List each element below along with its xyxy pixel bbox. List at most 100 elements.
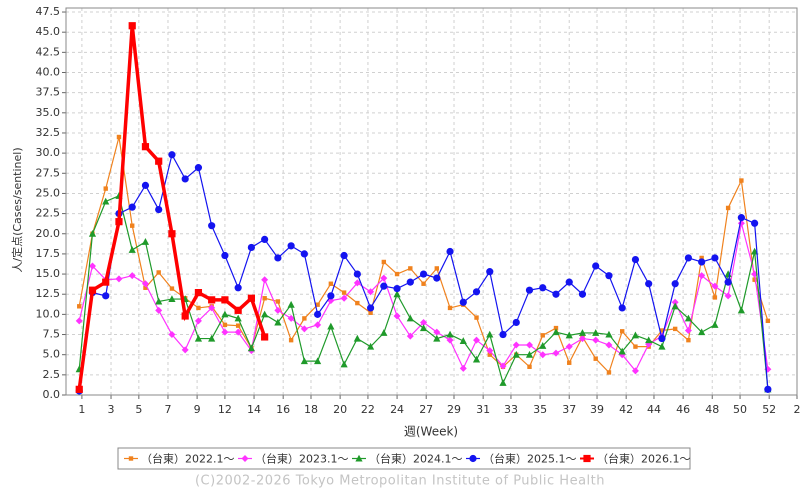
point — [314, 357, 322, 365]
point — [406, 332, 414, 340]
point — [234, 284, 242, 292]
y-tick-label: 0.0 — [43, 388, 61, 401]
point — [711, 282, 719, 290]
x-tick-label: 37 — [562, 403, 576, 416]
point — [486, 347, 494, 355]
point — [578, 335, 586, 343]
point — [645, 336, 653, 344]
point — [194, 317, 202, 325]
legend-box — [117, 447, 691, 470]
point — [353, 279, 361, 287]
point — [234, 314, 242, 322]
legend-swatch — [355, 454, 363, 462]
point — [353, 334, 361, 342]
point — [234, 328, 242, 336]
point — [592, 262, 600, 270]
legend-label: （台東）2022.1～ — [141, 452, 235, 466]
point — [221, 328, 229, 336]
point — [499, 330, 507, 339]
point — [247, 243, 255, 252]
point — [141, 143, 150, 151]
point — [102, 278, 110, 286]
point — [605, 330, 613, 338]
x-tick-label: 29 — [447, 403, 461, 416]
point — [712, 295, 718, 300]
point — [393, 290, 401, 298]
point — [88, 229, 97, 237]
legend-label: （台東）2025.1～ — [483, 452, 577, 466]
point — [578, 329, 587, 336]
point — [261, 310, 269, 318]
point — [274, 254, 282, 262]
point — [724, 292, 732, 300]
legend-label: （台東）2024.1～ — [369, 452, 463, 466]
point — [459, 337, 467, 344]
point — [168, 331, 176, 339]
x-tick-label: 3 — [108, 403, 115, 416]
y-tick-label: 2.5 — [43, 368, 61, 381]
point — [474, 315, 479, 320]
point — [698, 328, 706, 336]
point — [764, 385, 772, 393]
point — [261, 333, 269, 341]
legend-label: （台東）2023.1～ — [255, 452, 349, 466]
point — [221, 310, 229, 318]
point — [341, 290, 347, 295]
point — [353, 270, 361, 278]
point — [287, 314, 295, 322]
x-tick-label: 18 — [304, 403, 318, 416]
y-tick-label: 7.5 — [43, 328, 61, 341]
point — [222, 322, 228, 328]
point — [420, 318, 428, 326]
y-tick-label: 47.5 — [36, 5, 61, 18]
point — [77, 304, 82, 309]
legend-swatch — [583, 454, 591, 463]
point — [446, 247, 454, 256]
point — [711, 254, 719, 262]
y-tick-label: 37.5 — [36, 86, 61, 99]
y-tick-label: 45.0 — [36, 25, 61, 38]
point — [684, 254, 693, 262]
point — [155, 306, 163, 314]
point — [247, 294, 255, 302]
point — [168, 295, 176, 303]
point — [525, 286, 534, 294]
y-tick-label: 12.5 — [36, 287, 61, 300]
point — [261, 276, 269, 284]
point — [155, 157, 163, 165]
point — [618, 304, 626, 312]
point — [486, 330, 494, 338]
x-tick-label: 27 — [419, 403, 433, 416]
point — [698, 272, 706, 280]
point — [380, 282, 388, 290]
point — [552, 290, 560, 298]
point — [393, 284, 401, 293]
point — [327, 292, 335, 300]
point — [314, 310, 322, 318]
point — [446, 336, 454, 344]
point — [141, 238, 150, 245]
point — [419, 324, 428, 332]
point — [300, 325, 308, 333]
point — [380, 329, 388, 336]
point — [181, 312, 189, 320]
x-tick-label: 7 — [164, 403, 171, 416]
point — [181, 175, 189, 183]
point — [751, 219, 759, 227]
point — [340, 360, 348, 368]
point — [103, 186, 108, 191]
y-tick-label: 27.5 — [36, 166, 61, 179]
point — [368, 310, 373, 315]
point — [102, 292, 110, 300]
point — [169, 286, 175, 291]
point — [539, 351, 547, 359]
point — [393, 312, 401, 320]
point — [275, 299, 281, 304]
point — [300, 250, 308, 258]
point — [592, 329, 600, 336]
point — [472, 355, 481, 363]
point — [540, 333, 545, 338]
point — [671, 302, 679, 310]
x-tick-label: 2 — [794, 403, 801, 416]
